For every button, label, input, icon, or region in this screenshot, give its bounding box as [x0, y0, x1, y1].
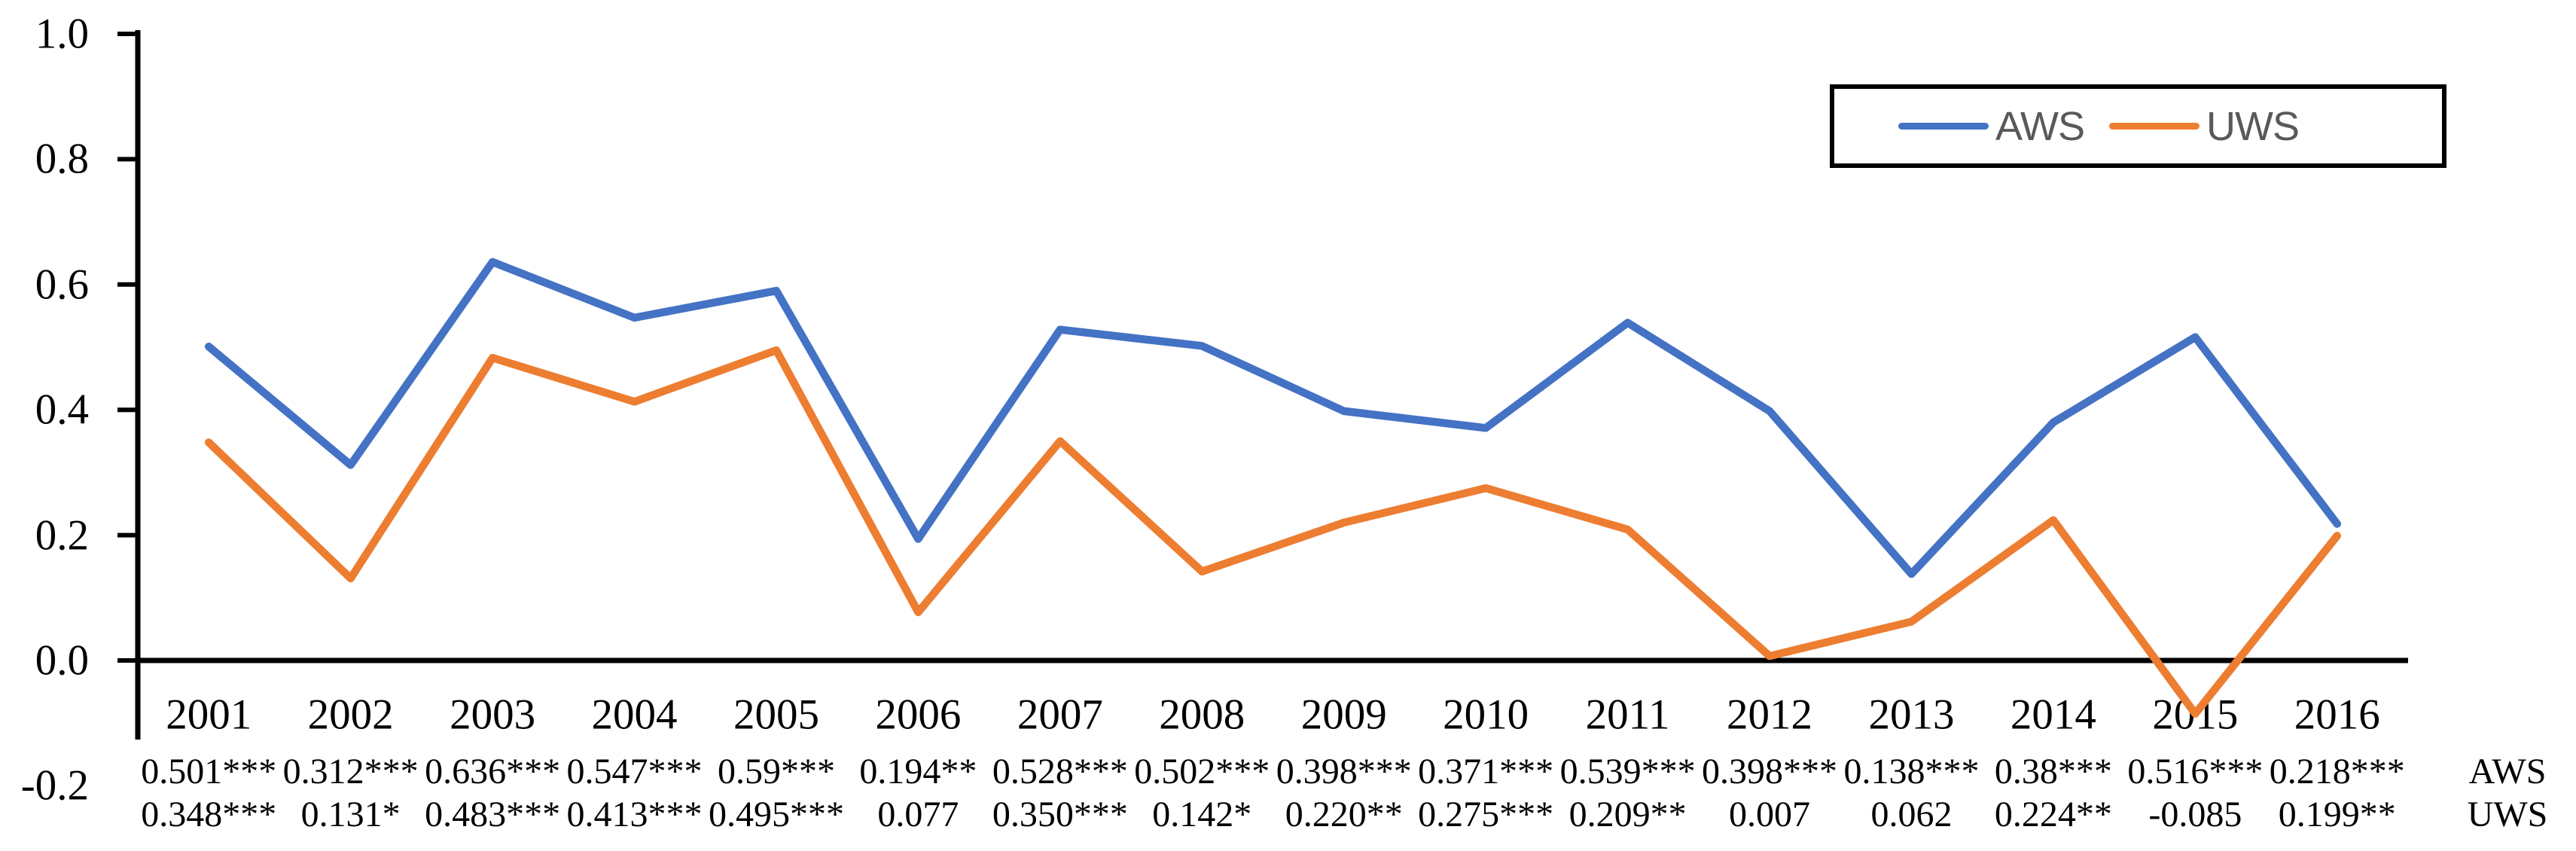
uws-value-label: 0.142* — [1152, 795, 1252, 834]
aws-value-label: 0.218*** — [2269, 752, 2405, 792]
aws-value-label: 0.371*** — [1418, 752, 1554, 792]
uws-value-label: -0.085 — [2148, 795, 2242, 834]
y-axis-label: 0.4 — [35, 386, 89, 434]
aws-value-label: 0.539*** — [1559, 752, 1696, 792]
uws-row-label: UWS — [2467, 795, 2548, 834]
aws-legend-label: AWS — [1995, 103, 2085, 149]
uws-line-sample — [2109, 123, 2200, 130]
aws-value-label: 0.312*** — [282, 752, 419, 792]
aws-value-label: 0.516*** — [2127, 752, 2264, 792]
uws-value-label: 0.495*** — [708, 795, 844, 834]
aws-value-label: 0.502*** — [1134, 752, 1270, 792]
y-axis-label: 0.8 — [35, 135, 89, 183]
aws-value-label: 0.636*** — [425, 752, 561, 792]
aws-line-sample — [1898, 123, 1989, 130]
y-axis-label: 1.0 — [35, 10, 89, 58]
uws-value-label: 0.350*** — [992, 795, 1128, 834]
aws-value-label: 0.59*** — [717, 752, 835, 792]
legend-entry-uws: UWS — [2109, 103, 2300, 149]
uws-value-label: 0.077 — [877, 795, 959, 834]
y-axis-label: 0.0 — [35, 636, 89, 685]
legend-entry-aws: AWS — [1898, 103, 2085, 149]
aws-value-label: 0.194** — [859, 752, 977, 792]
aws-value-label: 0.547*** — [566, 752, 703, 792]
uws-legend-label: UWS — [2206, 103, 2300, 149]
y-axis-label: -0.2 — [20, 761, 89, 810]
aws-row-label: AWS — [2468, 752, 2547, 792]
uws-value-label: 0.131* — [300, 795, 401, 834]
uws-value-label: 0.413*** — [566, 795, 703, 834]
uws-value-label: 0.275*** — [1418, 795, 1554, 834]
aws-value-label: 0.528*** — [992, 752, 1128, 792]
uws-value-label: 0.220** — [1285, 795, 1403, 834]
y-axis-label: 0.2 — [35, 511, 89, 560]
uws-value-label: 0.483*** — [425, 795, 561, 834]
legend: AWS UWS — [1830, 84, 2446, 168]
uws-value-label: 0.199** — [2278, 795, 2396, 834]
uws-value-label: 0.348*** — [141, 795, 277, 834]
aws-value-label: 0.38*** — [1994, 752, 2112, 792]
y-axis-label: 0.6 — [35, 261, 89, 309]
aws-value-label: 0.138*** — [1843, 752, 1980, 792]
aws-value-label: 0.398*** — [1702, 752, 1838, 792]
aws-value-label: 0.501*** — [141, 752, 277, 792]
aws-value-label: 0.398*** — [1276, 752, 1412, 792]
uws-value-label: 0.224** — [1994, 795, 2112, 834]
uws-value-label: 0.062 — [1870, 795, 1953, 834]
uws-value-label: 0.007 — [1729, 795, 1811, 834]
uws-value-label: 0.209** — [1568, 795, 1687, 834]
